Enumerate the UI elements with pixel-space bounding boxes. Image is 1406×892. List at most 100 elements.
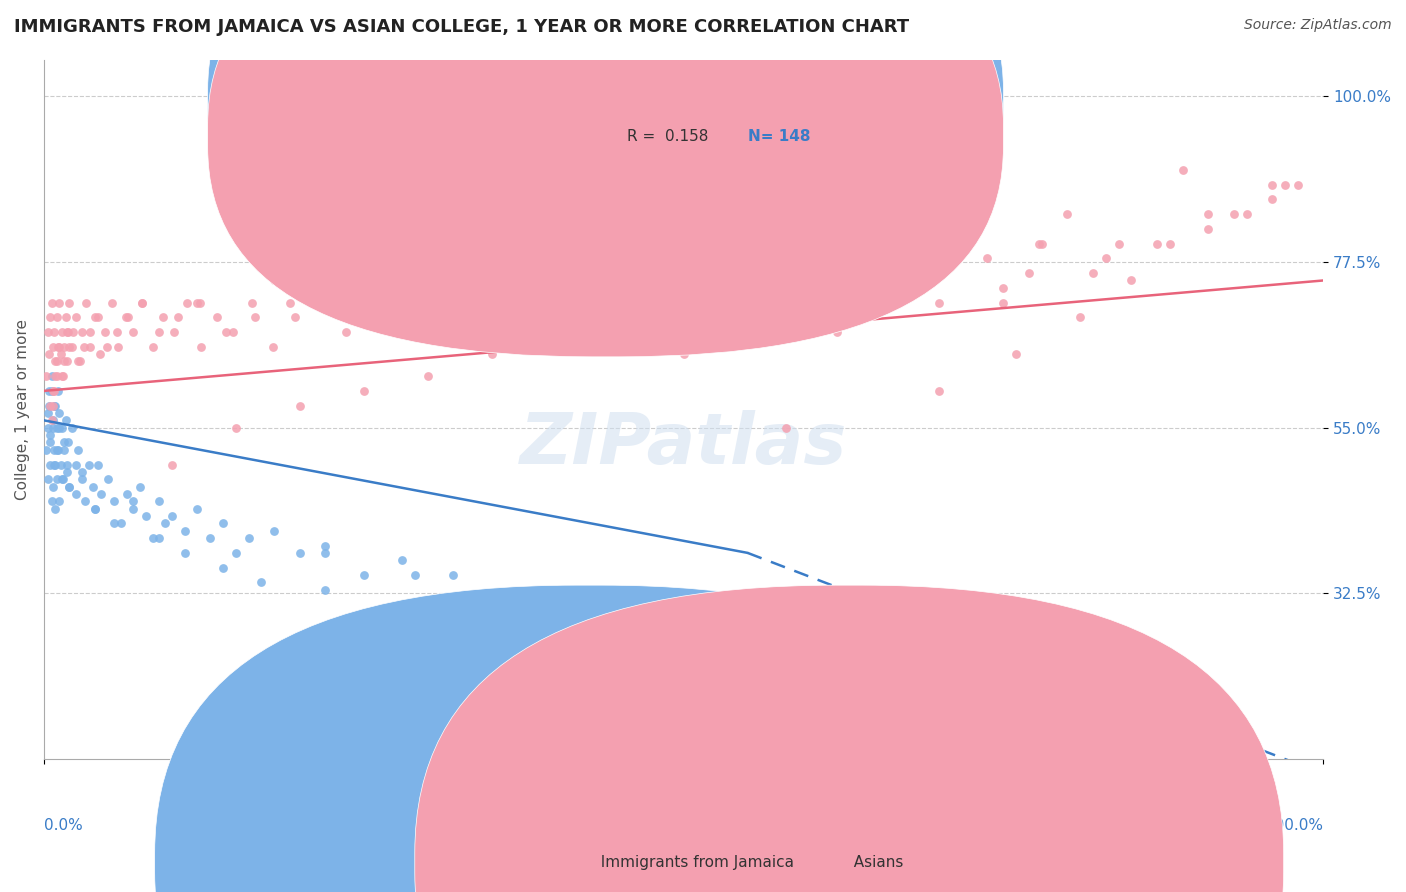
Point (96, 340, 118, 354)
Point (441, 236, 464, 251)
Point (90, 487, 112, 501)
Point (67, 354, 90, 368)
Text: R =  0.158: R = 0.158 (627, 129, 709, 144)
Point (1081, 266, 1104, 280)
Point (167, 310, 190, 325)
Point (243, 310, 266, 325)
Point (200, 531, 222, 545)
Point (117, 310, 139, 325)
Point (56, 458, 79, 472)
Point (84, 310, 107, 325)
Point (58, 480, 80, 494)
Point (77, 458, 100, 472)
Point (1018, 266, 1040, 280)
Point (647, 619, 669, 633)
Point (775, 273, 797, 287)
Point (73, 494, 96, 508)
Point (44, 501, 66, 516)
Point (105, 325, 128, 339)
Point (160, 509, 183, 524)
Point (53, 340, 76, 354)
Point (131, 295, 153, 310)
Point (993, 281, 1015, 295)
Point (173, 524, 195, 538)
Point (65, 310, 87, 325)
Point (1094, 252, 1116, 266)
Point (39, 399, 62, 413)
Point (53, 354, 76, 368)
Point (790, 281, 813, 295)
Text: Source: ZipAtlas.com: Source: ZipAtlas.com (1244, 18, 1392, 32)
Point (42, 442, 65, 457)
Point (37, 472, 59, 486)
Point (1028, 236, 1050, 251)
Point (49, 458, 72, 472)
Point (79, 340, 101, 354)
Point (45, 310, 67, 325)
Point (1031, 236, 1053, 251)
Point (609, 634, 631, 648)
Point (60, 421, 83, 435)
Point (1236, 207, 1258, 221)
Point (38, 399, 60, 413)
Point (1159, 236, 1181, 251)
Point (48, 406, 70, 420)
Point (55, 310, 77, 325)
Point (42, 480, 65, 494)
Point (69, 354, 91, 368)
Point (953, 236, 976, 251)
Point (284, 310, 307, 325)
Point (55, 413, 77, 427)
Point (39, 458, 62, 472)
Point (186, 295, 208, 310)
Point (242, 295, 264, 310)
Point (391, 553, 413, 567)
Point (86, 310, 108, 325)
Point (35, 442, 58, 457)
Point (214, 325, 236, 339)
Point (48, 421, 70, 435)
Point (45, 442, 67, 457)
Point (58, 295, 80, 310)
Point (148, 531, 170, 545)
Text: 0.0%: 0.0% (44, 819, 83, 833)
Point (1261, 178, 1284, 192)
Point (308, 295, 330, 310)
Point (39, 435, 62, 450)
Point (314, 582, 336, 597)
FancyBboxPatch shape (208, 0, 1004, 322)
Point (190, 340, 212, 354)
Point (42, 384, 65, 398)
Point (45, 421, 67, 435)
Point (845, 266, 868, 280)
Point (41, 369, 63, 384)
Point (56, 465, 79, 479)
Point (45, 369, 67, 384)
Point (225, 421, 247, 435)
Point (1222, 207, 1244, 221)
Point (52, 472, 75, 486)
Point (65, 458, 87, 472)
Point (148, 325, 170, 339)
Point (335, 325, 357, 339)
Point (544, 325, 567, 339)
Point (976, 252, 998, 266)
Point (928, 384, 950, 398)
Point (60, 340, 83, 354)
Point (37, 421, 59, 435)
Point (53, 435, 76, 450)
Point (48, 494, 70, 508)
Point (942, 252, 965, 266)
Text: 100.0%: 100.0% (1265, 819, 1323, 833)
Point (1056, 207, 1078, 221)
Point (263, 273, 285, 287)
Point (481, 281, 503, 295)
Point (222, 325, 245, 339)
Point (775, 421, 797, 435)
Point (225, 546, 247, 560)
Point (58, 480, 80, 494)
Point (353, 252, 375, 266)
Point (89, 347, 111, 361)
Point (672, 200, 695, 214)
Point (67, 442, 90, 457)
